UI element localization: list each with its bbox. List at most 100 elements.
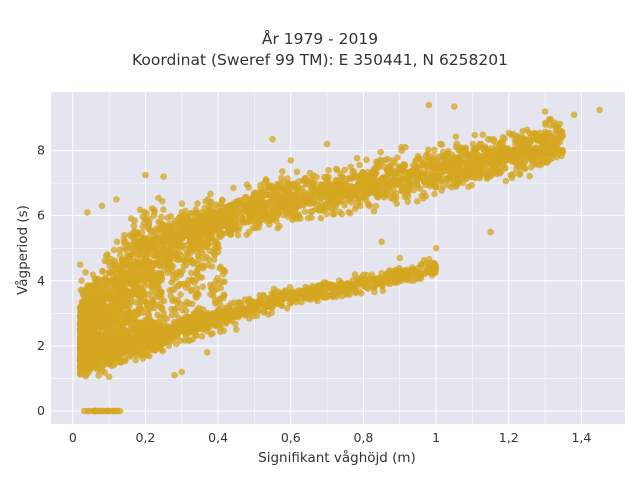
data-point — [234, 231, 242, 239]
data-point — [379, 287, 387, 295]
data-point — [92, 277, 100, 285]
data-point — [158, 213, 165, 221]
data-point — [471, 146, 479, 153]
data-point — [292, 189, 300, 197]
data-point — [217, 324, 225, 332]
data-point — [195, 241, 202, 248]
data-point — [194, 290, 201, 297]
data-point — [165, 265, 172, 273]
data-point — [172, 256, 180, 263]
data-point — [452, 171, 460, 179]
data-point — [196, 314, 204, 322]
data-point — [381, 277, 389, 284]
data-point — [85, 315, 92, 322]
data-point — [525, 129, 533, 136]
data-point — [93, 407, 100, 415]
data-point — [483, 148, 490, 156]
data-point — [159, 224, 167, 232]
data-point — [104, 288, 112, 296]
data-point — [100, 407, 108, 415]
data-point — [182, 207, 189, 215]
data-point — [454, 164, 461, 171]
data-point — [131, 274, 139, 282]
data-point — [328, 205, 336, 213]
data-point — [510, 130, 517, 138]
data-point — [334, 188, 341, 196]
data-point — [359, 168, 367, 176]
data-point — [186, 245, 193, 252]
data-point — [115, 328, 122, 335]
data-point — [284, 305, 291, 312]
data-point — [461, 145, 469, 153]
data-point — [196, 274, 203, 281]
data-point — [147, 282, 155, 290]
data-point — [316, 206, 323, 213]
data-point — [136, 332, 143, 339]
data-point — [372, 202, 380, 210]
data-point — [105, 303, 113, 311]
data-point — [96, 335, 103, 343]
data-point — [431, 146, 438, 154]
data-point — [409, 167, 416, 175]
data-point — [131, 217, 138, 225]
data-point — [531, 145, 539, 152]
data-point — [147, 266, 154, 273]
data-point — [257, 185, 265, 192]
data-point — [516, 163, 524, 171]
data-point — [215, 306, 222, 314]
data-point — [262, 176, 270, 183]
data-point — [354, 279, 361, 287]
data-point — [353, 154, 361, 162]
data-point — [233, 310, 241, 317]
data-point — [314, 291, 322, 298]
data-point — [177, 291, 184, 298]
data-point — [106, 308, 114, 316]
data-point — [186, 220, 194, 228]
data-point — [293, 293, 301, 301]
data-point — [420, 189, 428, 197]
data-point — [351, 271, 359, 278]
data-point — [118, 266, 126, 274]
data-point — [98, 202, 106, 210]
data-point — [227, 231, 234, 238]
data-point — [547, 115, 554, 123]
data-point — [444, 174, 452, 182]
data-point — [436, 168, 444, 175]
data-point — [207, 190, 214, 198]
data-point — [369, 173, 376, 180]
data-point — [167, 213, 175, 220]
data-point — [168, 279, 175, 286]
data-point — [143, 210, 150, 217]
data-point — [243, 181, 251, 188]
data-point — [82, 334, 90, 342]
data-point — [204, 322, 211, 330]
data-point — [239, 214, 246, 222]
data-point — [458, 151, 466, 158]
data-point — [131, 298, 139, 306]
data-point — [304, 214, 312, 222]
data-point — [286, 283, 294, 291]
data-point — [104, 258, 112, 266]
data-point — [465, 183, 472, 191]
data-point — [213, 277, 220, 285]
data-point — [151, 208, 158, 215]
data-point — [88, 287, 96, 295]
data-point — [168, 305, 175, 313]
data-point — [401, 271, 408, 279]
data-point — [251, 218, 259, 225]
data-point — [172, 321, 179, 329]
data-point — [249, 224, 257, 232]
data-point — [265, 183, 273, 191]
data-point — [432, 244, 440, 252]
data-point — [203, 349, 211, 356]
data-point — [129, 249, 137, 256]
data-point — [93, 310, 100, 318]
data-point — [280, 196, 287, 204]
data-point — [431, 190, 438, 198]
data-point — [155, 291, 163, 299]
data-point — [183, 251, 190, 259]
data-point — [147, 226, 154, 234]
data-point — [331, 193, 339, 200]
data-point — [104, 251, 111, 258]
data-point — [272, 202, 280, 210]
